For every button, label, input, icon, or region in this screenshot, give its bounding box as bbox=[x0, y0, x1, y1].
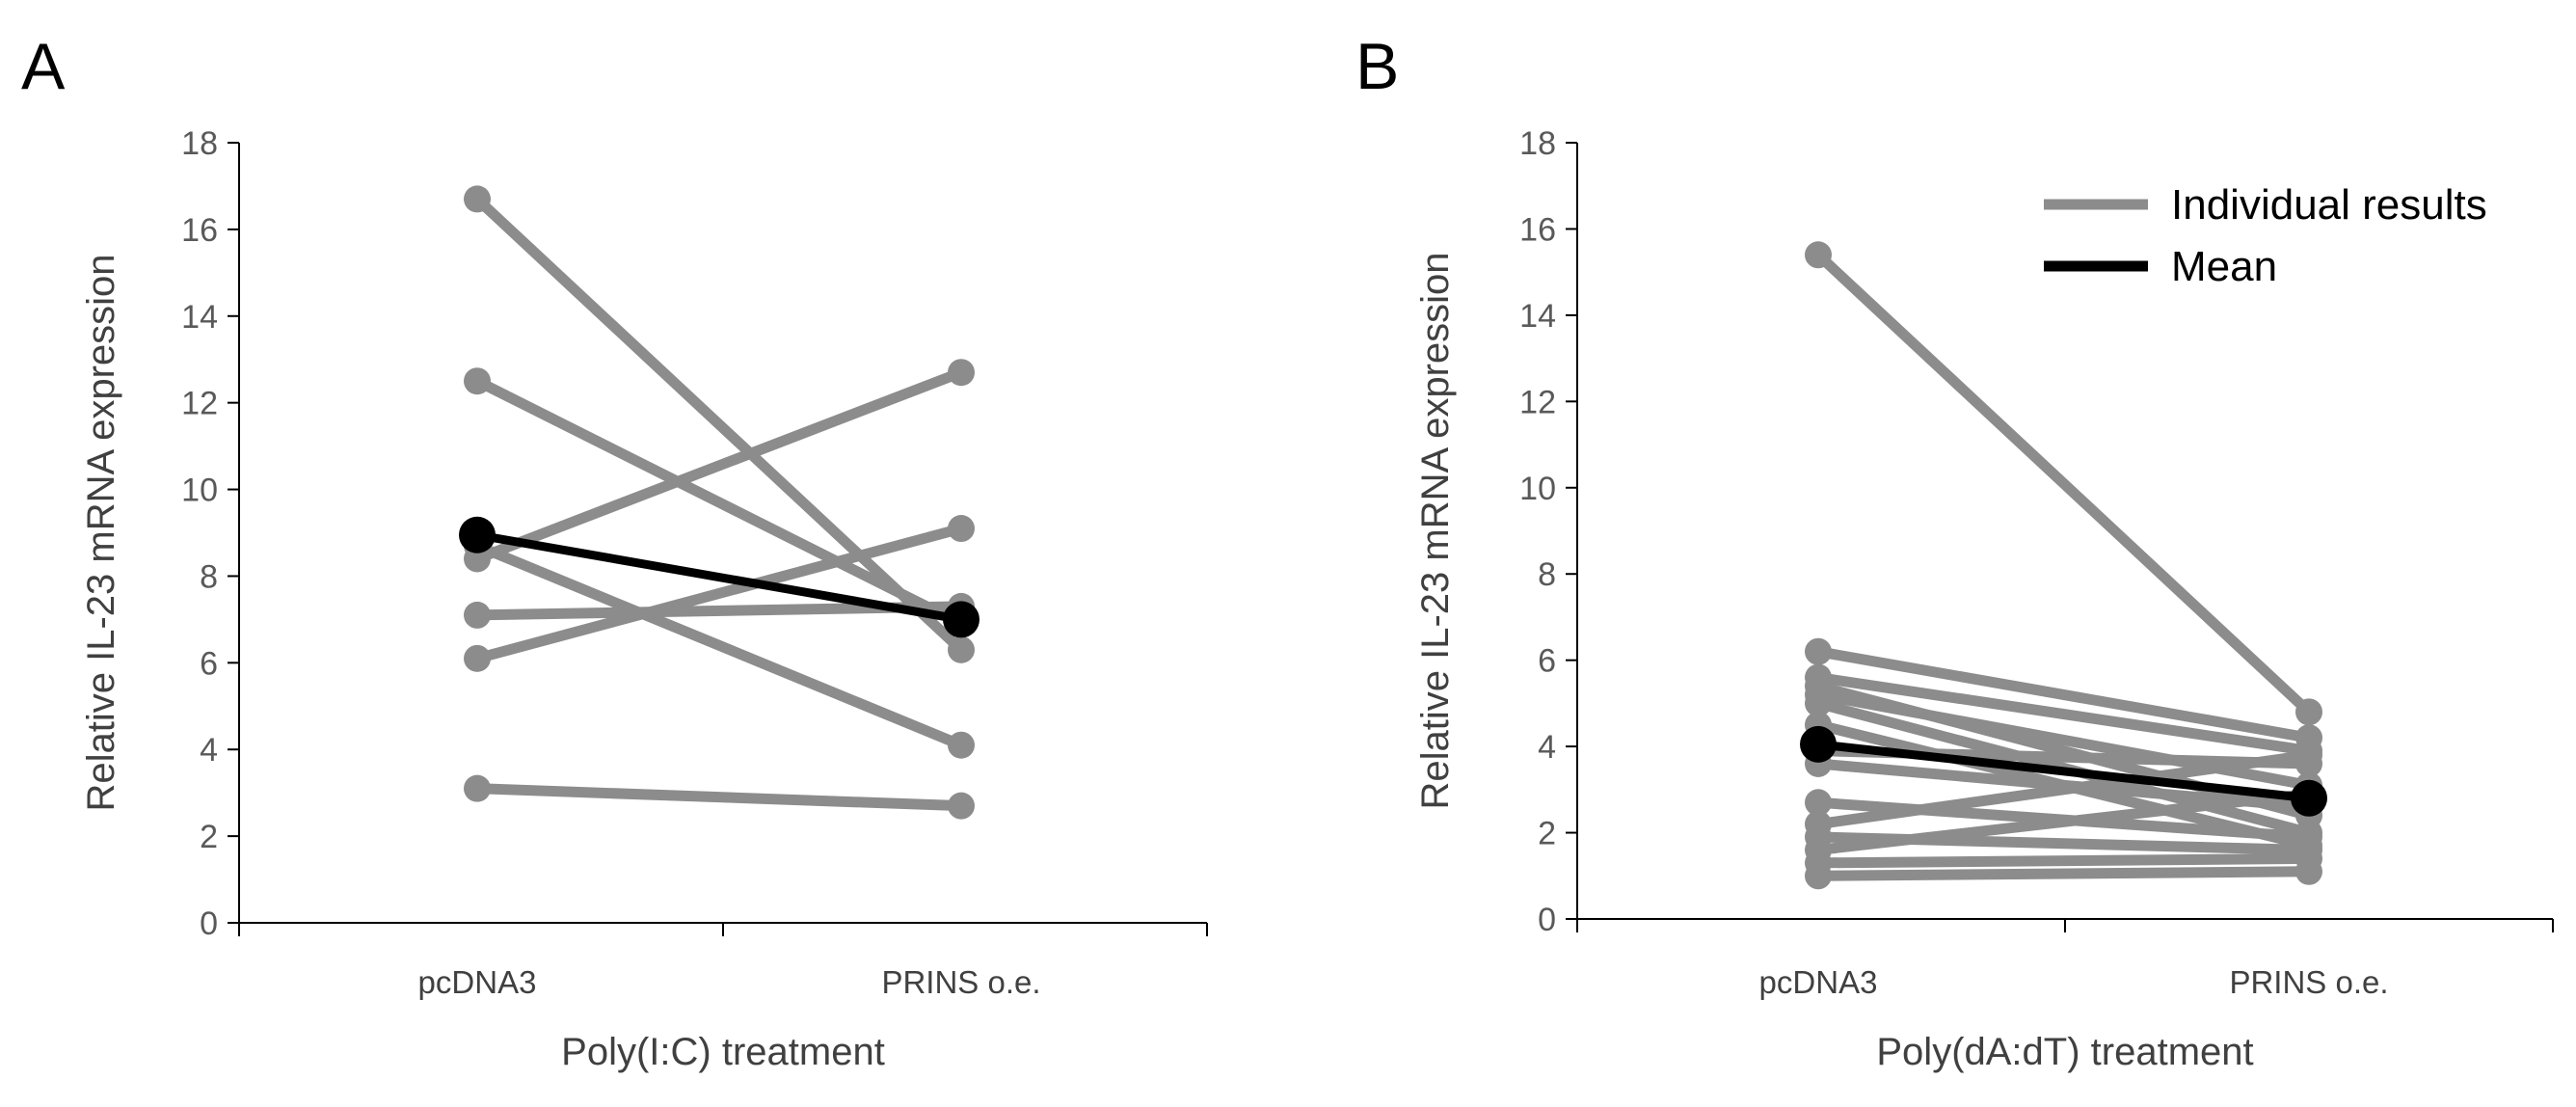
individual-line bbox=[1812, 646, 2315, 743]
individual-series bbox=[1805, 241, 2322, 726]
x-category-label: PRINS o.e. bbox=[881, 964, 1040, 1000]
individual-line bbox=[1812, 866, 2315, 881]
individual-point bbox=[464, 774, 491, 802]
individual-point bbox=[2295, 698, 2322, 726]
individual-series bbox=[464, 185, 975, 663]
y-axis-title: Relative IL-23 mRNA expression bbox=[1414, 252, 1457, 809]
mean-line bbox=[1813, 740, 2314, 803]
individual-point bbox=[1805, 862, 1832, 890]
individual-point bbox=[464, 185, 491, 213]
panel-label: A bbox=[21, 30, 66, 103]
individual-point bbox=[464, 367, 491, 395]
individual-line bbox=[471, 193, 967, 656]
y-tick-label: 8 bbox=[200, 558, 218, 595]
individual-line bbox=[1812, 749, 2315, 830]
x-category-label: pcDNA3 bbox=[1759, 964, 1878, 1000]
y-tick-label: 2 bbox=[200, 819, 218, 855]
individual-line bbox=[471, 375, 967, 630]
y-tick-label: 10 bbox=[1519, 471, 1556, 507]
x-category-label: pcDNA3 bbox=[418, 964, 537, 1000]
mean-point bbox=[2291, 779, 2327, 817]
individual-point bbox=[948, 359, 975, 387]
y-tick-label: 10 bbox=[181, 472, 218, 509]
y-tick-label: 4 bbox=[1538, 729, 1556, 766]
mean-series bbox=[1800, 725, 2327, 817]
x-category-label: PRINS o.e. bbox=[2229, 964, 2388, 1000]
y-tick-label: 16 bbox=[181, 212, 218, 249]
legend: Individual results Mean bbox=[2044, 181, 2487, 290]
y-tick-label: 18 bbox=[181, 125, 218, 162]
individual-point bbox=[948, 792, 975, 820]
individual-series bbox=[464, 774, 975, 820]
mean-point bbox=[943, 601, 979, 638]
individual-series bbox=[1805, 857, 2322, 890]
y-tick-label: 0 bbox=[1538, 902, 1556, 938]
individual-point bbox=[1805, 689, 1832, 717]
y-tick-label: 8 bbox=[1538, 556, 1556, 593]
x-axis-title: Poly(dA:dT) treatment bbox=[1876, 1031, 2253, 1073]
individual-line bbox=[1812, 852, 2315, 869]
individual-point bbox=[1805, 789, 1832, 817]
legend-label: Mean bbox=[2171, 243, 2277, 290]
chart-panel-a: A 0 2 4 6 8 10 12 14 16 18 pcDNA3 PRINS o.e. Poly(I:C… bbox=[21, 30, 1208, 1073]
individual-point bbox=[948, 731, 975, 759]
individual-line bbox=[471, 783, 967, 812]
y-tick-label: 16 bbox=[1519, 211, 1556, 248]
y-axis-title: Relative IL-23 mRNA expression bbox=[80, 254, 122, 811]
y-tick-label: 14 bbox=[181, 299, 218, 336]
mean-series bbox=[459, 516, 979, 638]
individual-point bbox=[948, 515, 975, 543]
individual-series bbox=[464, 359, 975, 573]
mean-point bbox=[459, 516, 496, 554]
individual-line bbox=[1812, 249, 2315, 717]
y-tick-label: 2 bbox=[1538, 816, 1556, 852]
individual-point bbox=[1805, 241, 1832, 269]
y-tick-label: 18 bbox=[1519, 125, 1556, 162]
mean-point bbox=[1800, 725, 1837, 763]
mean-line bbox=[472, 530, 966, 624]
individual-series bbox=[464, 515, 975, 672]
individual-line bbox=[471, 523, 967, 664]
panel-label: B bbox=[1355, 30, 1399, 103]
individual-line bbox=[471, 366, 967, 564]
individual-point bbox=[2295, 857, 2322, 885]
y-tick-label: 12 bbox=[181, 386, 218, 422]
legend-label: Individual results bbox=[2171, 181, 2487, 229]
y-tick-label: 6 bbox=[200, 645, 218, 682]
y-tick-label: 0 bbox=[200, 905, 218, 942]
chart-panel-b: B 0 2 4 6 8 10 12 14 16 18 pcDNA3 PRINS o.e. Poly(dA:… bbox=[1355, 30, 2554, 1073]
individual-line bbox=[1812, 672, 2315, 757]
individual-line bbox=[1812, 788, 2315, 855]
y-tick-label: 14 bbox=[1519, 298, 1556, 335]
individual-point bbox=[464, 545, 491, 573]
individual-point bbox=[1805, 637, 1832, 665]
individual-line bbox=[471, 540, 967, 751]
y-tick-label: 4 bbox=[200, 732, 218, 769]
individual-point bbox=[948, 635, 975, 663]
individual-point bbox=[464, 644, 491, 672]
y-tick-label: 6 bbox=[1538, 643, 1556, 680]
y-tick-label: 12 bbox=[1519, 384, 1556, 420]
individual-point bbox=[2295, 742, 2322, 770]
x-axis-title: Poly(I:C) treatment bbox=[561, 1031, 885, 1073]
individual-point bbox=[464, 601, 491, 629]
